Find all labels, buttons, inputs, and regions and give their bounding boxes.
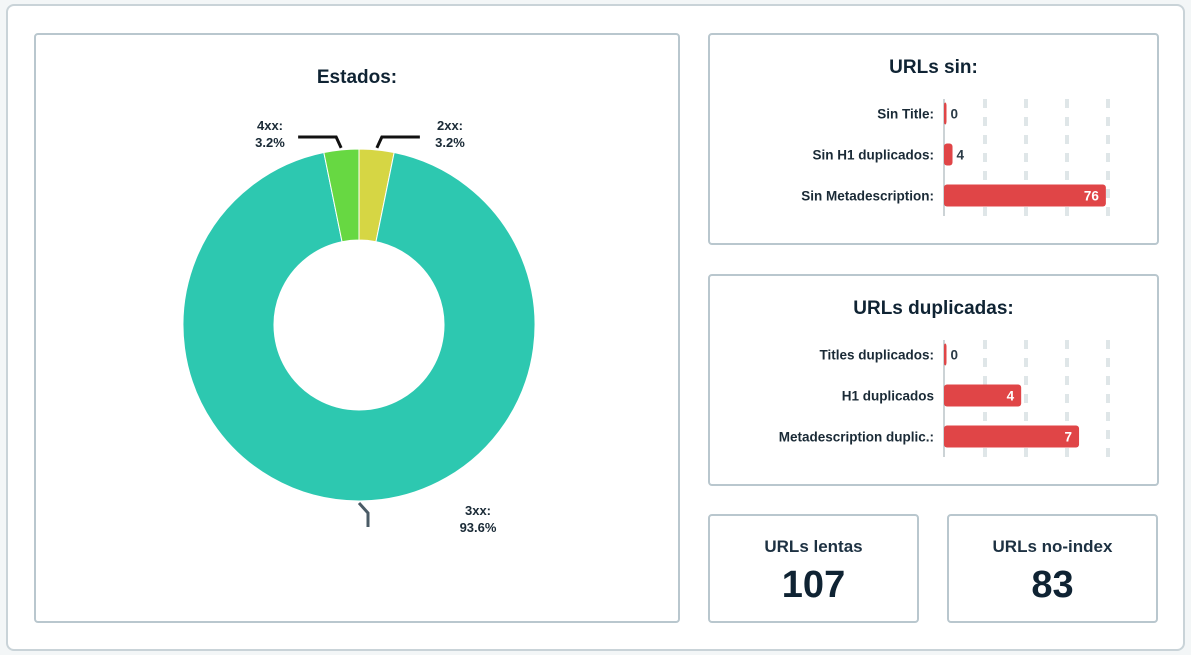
urls-noindex-value: 83 (1031, 564, 1074, 606)
urls-duplicadas-category-label: Titles duplicados: (819, 348, 934, 363)
urls-sin-bar (944, 184, 1106, 207)
urls-lentas-card: URLs lentas 107 (708, 514, 919, 623)
urls-lentas-value: 107 (781, 564, 846, 606)
donut-label-3xx: 3xx: (465, 503, 491, 518)
donut-value-2xx: 3.2% (435, 135, 465, 150)
urls-sin-bar-chart: Sin Title: 0 Sin H1 duplicados: 4 Sin Metade… (801, 99, 1110, 216)
donut-label-2xx: 2xx: (437, 118, 463, 133)
donut-leader-line-4xx (298, 135, 343, 149)
urls-duplicadas-bar (944, 343, 947, 366)
donut-leader-line-2xx (375, 135, 420, 149)
estados-donut-chart: 2xx: 3.2% 3xx: 93.6% 4xx: 3.2% (182, 118, 536, 535)
donut-label-4xx: 4xx: (257, 118, 283, 133)
donut-value-3xx: 93.6% (460, 520, 497, 535)
urls-sin-value-label: 76 (1084, 189, 1100, 204)
urls-noindex-card: URLs no-index 83 (947, 514, 1158, 623)
urls-sin-value-label: 0 (951, 107, 959, 122)
donut-slice-3xx (182, 151, 536, 502)
urls-duplicadas-category-label: Metadescription duplic.: (779, 430, 934, 445)
donut-value-4xx: 3.2% (255, 135, 285, 150)
urls-duplicadas-card: URLs duplicadas: Titles duplicados: 0 H1 d… (708, 274, 1159, 486)
estados-title: Estados: (316, 67, 398, 88)
urls-sin-title: URLs sin: (889, 57, 978, 78)
urls-duplicadas-bar (944, 425, 1080, 448)
urls-duplicadas-category-label: H1 duplicados (842, 389, 934, 404)
donut-slice-4xx (323, 148, 360, 243)
urls-duplicadas-bar (944, 384, 1022, 407)
urls-sin-category-label: Sin Metadescription: (801, 189, 934, 204)
urls-sin-value-label: 4 (957, 148, 965, 163)
urls-duplicadas-value-label: 0 (951, 348, 959, 363)
urls-noindex-label: URLs no-index (992, 537, 1113, 556)
donut-leader-line-3xx (357, 501, 370, 527)
urls-duplicadas-value-label: 4 (1007, 389, 1015, 404)
urls-sin-category-label: Sin H1 duplicados: (812, 148, 934, 163)
urls-duplicadas-value-label: 7 (1065, 430, 1073, 445)
urls-lentas-label: URLs lentas (764, 537, 863, 556)
urls-sin-bar (944, 143, 953, 166)
urls-sin-card: URLs sin: Sin Title: 0 Sin H1 duplicados: 4… (708, 33, 1159, 245)
urls-sin-bar (944, 102, 947, 125)
urls-duplicadas-bar-chart: Titles duplicados: 0 H1 duplicados 4 Metades… (779, 340, 1110, 457)
urls-sin-category-label: Sin Title: (877, 107, 934, 122)
estados-card: Estados: 2xx: 3.2% 3xx: 93.6% 4xx: 3.2% (34, 33, 680, 623)
urls-duplicadas-title: URLs duplicadas: (853, 298, 1014, 319)
